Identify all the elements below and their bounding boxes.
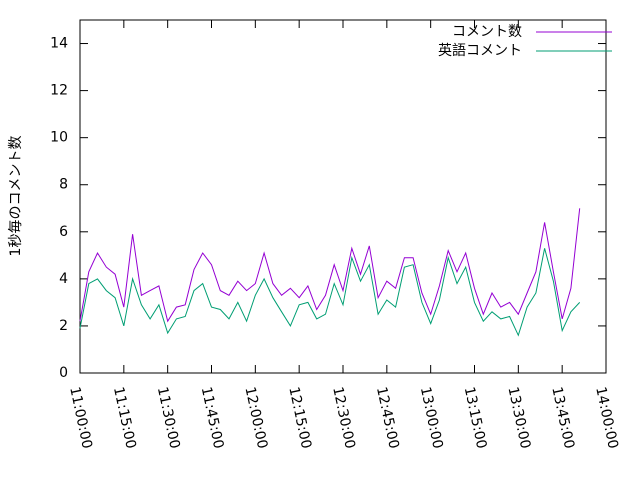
series-line <box>79 248 581 337</box>
y-axis-label: 1秒毎のコメント数 <box>8 136 24 257</box>
x-tick-label: 11:30:00 <box>154 385 183 450</box>
legend-label: 英語コメント <box>438 42 522 59</box>
x-tick-label: 13:30:00 <box>505 385 534 450</box>
y-tick-label: 8 <box>59 177 68 193</box>
x-tick-label: 12:00:00 <box>242 385 271 450</box>
y-tick-label: 10 <box>50 130 68 146</box>
x-tick-label: 12:15:00 <box>285 385 314 450</box>
y-tick-label: 12 <box>50 83 68 99</box>
x-tick-label: 13:45:00 <box>548 385 577 450</box>
y-tick-label: 4 <box>59 271 68 287</box>
y-tick-label: 6 <box>59 224 68 240</box>
series-line <box>79 208 581 323</box>
x-tick-label: 13:15:00 <box>461 385 490 450</box>
plot-frame <box>79 19 607 374</box>
x-tick-label: 13:00:00 <box>417 385 446 450</box>
y-tick-label: 0 <box>59 365 68 381</box>
x-tick-label: 11:15:00 <box>110 385 139 450</box>
x-tick-label: 11:45:00 <box>198 385 227 450</box>
x-tick-label: 11:00:00 <box>66 385 95 450</box>
x-tick-label: 12:45:00 <box>373 385 402 450</box>
x-tick-label: 14:00:00 <box>592 385 621 450</box>
legend-label: コメント数 <box>452 24 522 40</box>
y-tick-label: 14 <box>50 36 68 52</box>
x-tick-label: 12:30:00 <box>329 385 358 450</box>
y-tick-label: 2 <box>59 318 68 334</box>
